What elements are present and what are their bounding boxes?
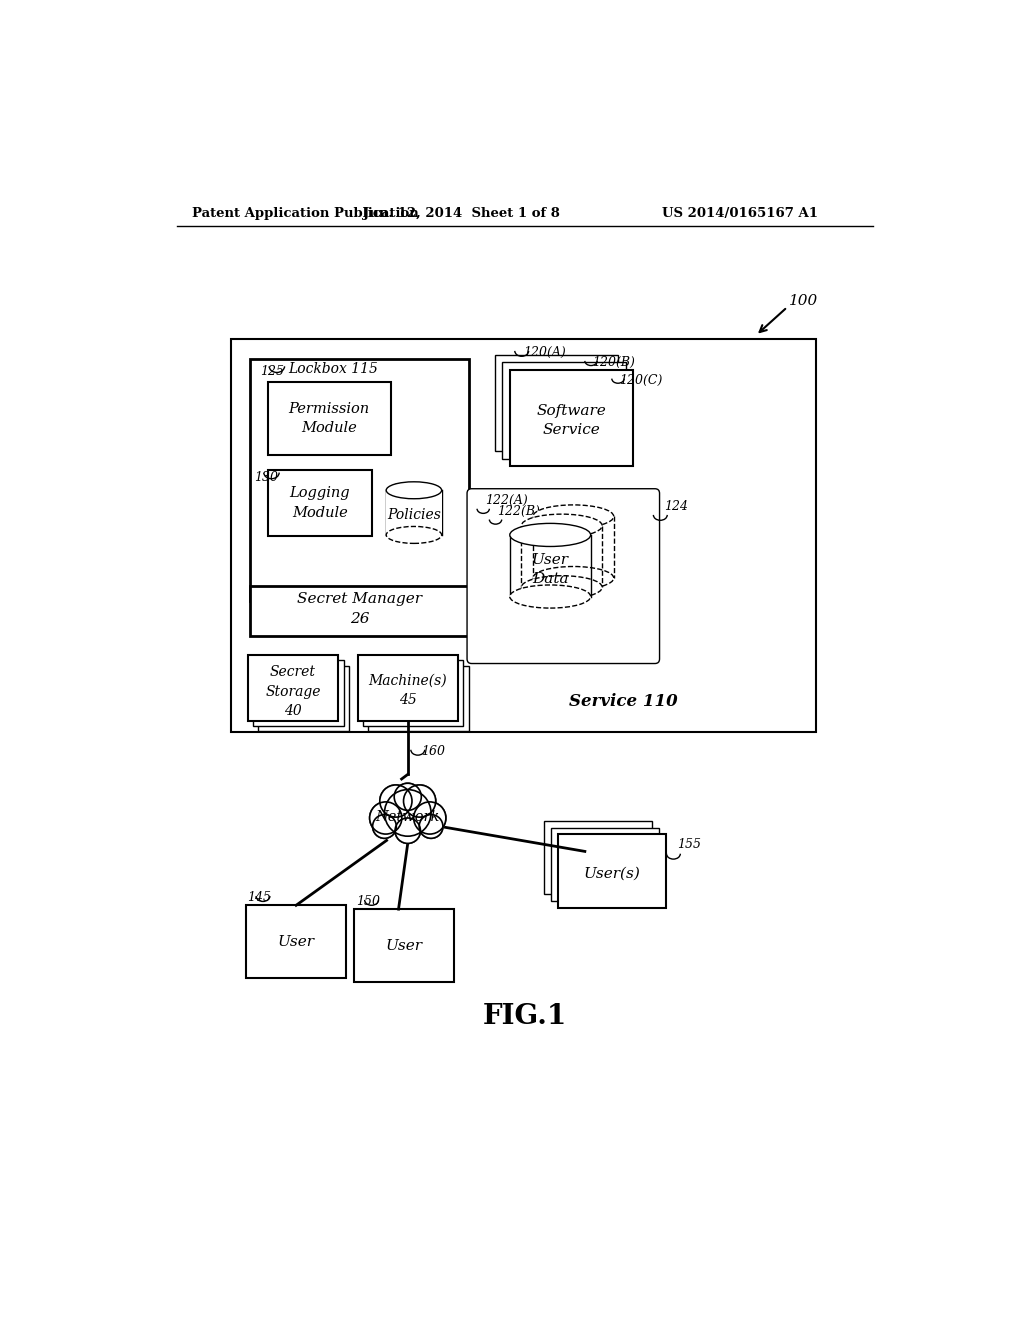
Circle shape [380, 785, 412, 817]
Text: 135: 135 [391, 483, 415, 496]
Bar [369, 665, 469, 731]
Bar [551, 828, 658, 900]
Text: Permission
Module: Permission Module [289, 401, 370, 436]
Circle shape [395, 818, 421, 843]
Text: User: User [385, 939, 423, 953]
Bar [386, 490, 441, 535]
Circle shape [394, 784, 421, 810]
Circle shape [373, 814, 396, 838]
Bar [364, 660, 463, 726]
Ellipse shape [386, 482, 441, 499]
Text: 150: 150 [356, 895, 380, 908]
Bar [354, 909, 454, 982]
Ellipse shape [510, 585, 591, 609]
Text: 120(B): 120(B) [593, 356, 636, 370]
Circle shape [373, 814, 396, 838]
Text: Secret Manager
26: Secret Manager 26 [297, 593, 422, 626]
Bar [544, 821, 652, 894]
Text: 120(C): 120(C) [620, 374, 663, 387]
Text: 125: 125 [260, 366, 284, 379]
Bar [258, 665, 349, 731]
Bar [248, 655, 339, 721]
Circle shape [370, 801, 401, 834]
Ellipse shape [521, 515, 602, 537]
Circle shape [403, 785, 435, 817]
Text: 120(A): 120(A) [523, 346, 566, 359]
Circle shape [420, 814, 442, 838]
Bar [521, 525, 602, 587]
Text: Logging
Module: Logging Module [290, 486, 350, 520]
Text: User: User [278, 935, 314, 949]
Circle shape [380, 785, 412, 817]
Text: Software
Service: Software Service [537, 404, 606, 437]
Text: Lockbox 115: Lockbox 115 [289, 362, 378, 376]
Text: 160: 160 [422, 746, 445, 758]
Text: 100: 100 [788, 294, 818, 308]
Ellipse shape [510, 524, 591, 546]
Ellipse shape [521, 576, 602, 599]
Text: Secret
Storage
40: Secret Storage 40 [265, 665, 321, 718]
Text: Service 110: Service 110 [569, 693, 678, 710]
Circle shape [403, 785, 435, 817]
Ellipse shape [386, 527, 441, 544]
Bar [230, 339, 816, 733]
Text: 122(A): 122(A) [484, 494, 527, 507]
Text: Machine(s)
45: Machine(s) 45 [369, 673, 447, 706]
Circle shape [395, 818, 420, 843]
Bar [495, 355, 617, 451]
Text: User(s): User(s) [584, 866, 640, 880]
Bar [250, 359, 469, 601]
Bar [250, 586, 469, 636]
Text: 124: 124 [665, 500, 688, 513]
Text: Jun. 12, 2014  Sheet 1 of 8: Jun. 12, 2014 Sheet 1 of 8 [364, 207, 560, 220]
Text: Policies: Policies [387, 508, 441, 521]
Circle shape [414, 801, 445, 834]
Text: User
Data: User Data [531, 553, 568, 586]
Circle shape [419, 814, 443, 838]
FancyBboxPatch shape [467, 488, 659, 664]
Text: 145: 145 [248, 891, 271, 904]
Text: 130: 130 [254, 471, 278, 484]
Circle shape [370, 803, 401, 834]
Bar [510, 535, 591, 597]
Text: Network: Network [376, 809, 440, 824]
Bar [246, 906, 346, 978]
Bar [357, 655, 458, 721]
Ellipse shape [532, 566, 613, 590]
Bar [267, 470, 372, 536]
Circle shape [394, 783, 421, 810]
Text: US 2014/0165167 A1: US 2014/0165167 A1 [662, 207, 818, 220]
Bar [532, 516, 613, 578]
Text: 155: 155 [677, 838, 701, 851]
Text: 122(B): 122(B) [497, 506, 540, 517]
Circle shape [385, 791, 430, 836]
Bar [267, 381, 391, 455]
Text: Patent Application Publication: Patent Application Publication [193, 207, 419, 220]
Text: FIG.1: FIG.1 [482, 1003, 567, 1031]
Bar [253, 660, 344, 726]
Text: 122(C): 122(C) [531, 516, 574, 529]
Circle shape [414, 803, 445, 834]
Bar [503, 363, 626, 459]
Bar [558, 834, 666, 908]
Ellipse shape [532, 506, 613, 528]
Bar [510, 370, 634, 466]
Circle shape [384, 789, 431, 836]
